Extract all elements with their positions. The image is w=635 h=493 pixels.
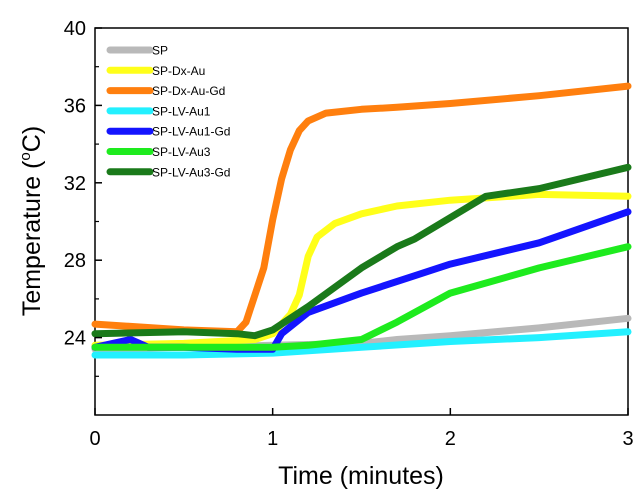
legend-label: SP-LV-Au3 — [152, 145, 211, 159]
legend-label: SP — [152, 44, 168, 58]
x-tick-label: 0 — [89, 428, 100, 450]
x-axis-title: Time (minutes) — [278, 462, 444, 490]
legend-label: SP-LV-Au3-Gd — [152, 165, 230, 179]
series-line-sp-lv-au3-gd — [91, 163, 632, 340]
series-line-sp-lv-au3 — [91, 243, 632, 351]
series-line-sp-dx-au-gd — [91, 82, 632, 336]
y-tick-label: 40 — [64, 18, 86, 40]
legend: SP SP-Dx-Au SP-Dx-Au-Gd SP-LV-Au1 SP-LV-Au1-… — [106, 44, 230, 179]
legend-label: SP-LV-Au1 — [152, 104, 211, 118]
series-line-sp-dx-au — [91, 190, 632, 349]
x-tick-label: 2 — [445, 428, 456, 450]
y-axis-title: Temperature (oC) — [17, 126, 46, 316]
y-tick-label: 24 — [64, 328, 86, 350]
legend-label: SP-Dx-Au — [152, 64, 205, 78]
y-tick-label: 32 — [64, 173, 86, 195]
y-tick-label: 36 — [64, 95, 86, 117]
series-line-sp-lv-au1 — [91, 328, 632, 359]
x-tick-label: 1 — [267, 428, 278, 450]
series-layer — [91, 82, 632, 359]
ticks-layer: 0 1 2 3 24 28 32 36 40 — [64, 18, 634, 450]
legend-label: SP-Dx-Au-Gd — [152, 84, 225, 98]
x-tick-label: 3 — [622, 428, 633, 450]
legend-label: SP-LV-Au1-Gd — [152, 125, 230, 139]
y-axis-title-main: Temperature ( — [18, 160, 46, 316]
y-axis-title-degree: o — [17, 152, 34, 160]
y-tick-label: 28 — [64, 250, 86, 272]
y-axis-title-unit: C) — [18, 126, 46, 152]
